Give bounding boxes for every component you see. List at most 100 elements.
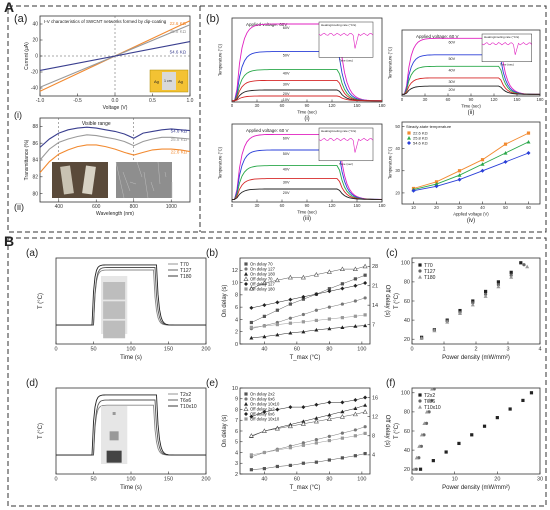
b-c-point-t70: [519, 261, 523, 265]
b-e-legend-label-on-delay-10x10: On delay 10x10: [250, 402, 280, 407]
a-a-i-xtick-label: 0.5: [149, 98, 156, 104]
a-b-i-xtick-label: 30: [255, 103, 260, 108]
b-e-point-off-delay-6x6: [275, 407, 280, 412]
b-e-legend-marker-on-delay-6x6: [244, 397, 248, 401]
b-b-point-on-delay-70: [288, 302, 292, 306]
b-e-point-off-delay-10x10: [249, 453, 253, 457]
steady-point-25-8-k: [480, 162, 485, 166]
b-b-point-off-delay-70: [300, 274, 306, 280]
b-b-series-line-off-delay-70: [251, 266, 366, 289]
a-b-iii-sublabel: (iii): [303, 216, 311, 222]
b-b-series-line-off-delay-180: [251, 314, 366, 328]
a-b-iii-ylabel: Temperature (°C): [218, 146, 223, 179]
b-b-ytick-label: 8: [235, 293, 238, 299]
b-f-ytick-label: 80: [404, 410, 410, 416]
b-b-point-on-delay-180: [340, 325, 345, 330]
b-e-point-off-delay-6x6: [301, 405, 306, 410]
b-e-legend-marker-on-delay-2x2: [244, 392, 248, 396]
a-a-ii-xtick-label: 600: [92, 204, 101, 210]
b-e-point-on-delay-2x2: [363, 451, 367, 456]
a-b-i-curve-label-40v: 40V: [283, 72, 290, 76]
b-b-point-off-delay-70: [339, 266, 345, 271]
b-b-legend-label-on-delay-127: On delay 127: [250, 267, 276, 272]
a-b-ii-sublabel: (ii): [468, 110, 475, 116]
b-e-point-on-delay-6x6: [327, 434, 331, 438]
panel-label-a-a-ii: (ii): [14, 202, 24, 212]
a-b-i-curve-10v: [232, 95, 382, 102]
b-a-xlabel: Time (s): [120, 355, 142, 361]
steady-state-legend-title: Steady-state temperature: [406, 124, 452, 129]
b-d-trace-t10x10: [56, 394, 206, 456]
b-a-legend-label-t127: T127: [180, 268, 192, 274]
chart-a-b-i: 0 30 60 90 120 150 180 Time (sec) Temperature (°…: [218, 17, 387, 122]
a-a-ii-ytick-label: 80: [32, 191, 38, 197]
b-e-point-off-delay-2x2: [261, 428, 267, 433]
a-b-ii-curve-label-20v: 20V: [448, 88, 455, 92]
b-c-point-t70: [458, 308, 462, 313]
a-a-i-xtick-label: 0.0: [112, 98, 119, 104]
a-a-i-ytick-label: -20: [31, 70, 38, 76]
a-a-i-title: I-V characteristics of SWCNT networks fo…: [44, 19, 167, 24]
b-b-series-line-off-delay-127: [251, 282, 366, 309]
a-b-iv-axes-box: [401, 121, 541, 205]
b-f-xtick-label: 0: [410, 477, 413, 483]
b-c-ytick-label: 80: [404, 280, 410, 286]
b-e-point-off-delay-2x2: [313, 418, 319, 424]
b-f-ytick-label: 60: [404, 429, 410, 435]
a-b-iii-curve-20v: [232, 188, 382, 200]
a-b-iv-ytick-label: 30: [395, 168, 400, 173]
b-b-legend-marker-off-delay-127: [244, 282, 248, 286]
a-b-iv-ylabel: Temperature (°C): [388, 146, 393, 179]
steady-legend-marker-25-8-k: [407, 136, 411, 140]
b-b-axes-box: [239, 257, 371, 345]
a-a-ii-ytick-label: 86: [32, 141, 38, 147]
b-b-point-off-delay-127: [340, 286, 345, 291]
b-b-point-off-delay-180: [314, 318, 318, 323]
b-e-ylabel-right: Off delay (s): [384, 415, 390, 448]
visible-range-label: Visible range: [82, 121, 111, 127]
a-b-iii-curve-60v: [232, 133, 383, 200]
b-b-point-on-delay-180: [275, 332, 280, 337]
b-b-point-on-delay-127: [288, 316, 292, 320]
b-e-point-on-delay-2x2: [249, 468, 253, 472]
b-e-legend-label-off-delay-6x6: Off delay 6x6: [250, 412, 275, 417]
steady-point-22-6-k: [457, 169, 462, 173]
transmittance-label-22-6-k: 22.6 KΩ: [171, 150, 188, 155]
b-f-point-t2x2: [508, 407, 512, 411]
a-b-iii-curve-label-40v: 40V: [283, 168, 290, 172]
b-a-xtick-label: 100: [126, 347, 135, 353]
b-f-point-t2x2: [457, 441, 461, 446]
b-e-legend-marker-off-delay-10x10: [244, 417, 248, 421]
b-b-point-off-delay-70: [326, 269, 332, 274]
section-a-frame: [7, 5, 547, 233]
a-b-ii-annotation: Applied voltage: 60 V: [416, 34, 459, 39]
a-b-iii-xtick-label: 120: [329, 203, 337, 208]
b-b-point-on-delay-70: [327, 287, 331, 291]
b-d-legend-label-t10x10: T10x10: [180, 404, 197, 410]
b-e-point-off-delay-2x2: [274, 425, 280, 431]
b-b-point-off-delay-70: [362, 263, 368, 269]
a-a-i-inset: Ag 1 cm Ag: [149, 69, 189, 93]
b-b-point-off-delay-70: [274, 277, 280, 283]
b-e-point-off-delay-6x6: [340, 400, 345, 405]
a-b-iii-inset-rate: [318, 137, 374, 153]
b-b-panel-label: (b): [206, 248, 218, 259]
b-c-legend-marker-t127: [418, 269, 422, 273]
a-a-ii-xtick-label: 400: [55, 204, 64, 210]
steady-line-54-6-k: [413, 152, 529, 192]
a-b-iv-xtick-label: 50: [503, 205, 508, 210]
b-e-point-on-delay-2x2: [353, 454, 357, 458]
b-e-r-ytick-label: 16: [372, 395, 378, 401]
b-f-legend-label-t10x10: T10x10: [424, 405, 441, 411]
a-b-i-xtick-label: 180: [379, 103, 387, 108]
b-e-point-off-delay-2x2: [326, 416, 332, 421]
b-c-legend-marker-t180: [418, 275, 422, 279]
b-b-point-on-delay-70: [353, 277, 357, 281]
steady-legend-marker-54-6-k: [407, 141, 411, 145]
b-f-point-t2x2: [521, 398, 525, 403]
a-b-i-inset-box: [318, 21, 374, 58]
b-b-point-off-delay-180: [301, 320, 305, 324]
b-b-point-on-delay-127: [363, 296, 367, 300]
sem-fiber: [164, 171, 167, 178]
a-a-i-xlabel: Voltage (V): [103, 105, 128, 111]
